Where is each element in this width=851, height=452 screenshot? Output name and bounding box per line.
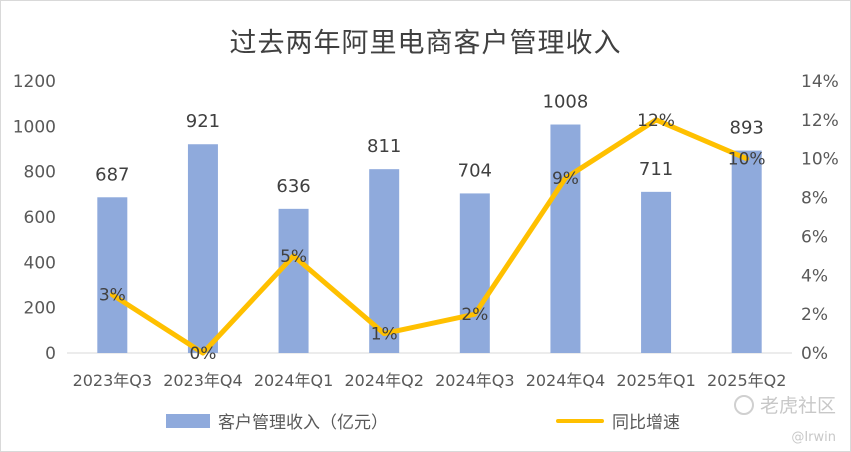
legend-item-line: 同比增速 (556, 408, 680, 433)
x-tick-label: 2023年Q4 (163, 371, 243, 390)
bar (550, 124, 581, 354)
y-left-tick-label: 1200 (13, 72, 56, 92)
legend-label-bars: 客户管理收入（亿元） (218, 413, 388, 433)
y-left-tick-label: 200 (24, 299, 56, 319)
watermark: 老虎社区 @Irwin (733, 391, 836, 445)
y-left-tick-label: 600 (24, 208, 56, 228)
y-right-tick-label: 14% (801, 72, 839, 92)
legend-label-line: 同比增速 (612, 413, 680, 433)
y-right-tick-label: 10% (801, 150, 839, 170)
series-line (109, 117, 750, 356)
x-tick-label: 2023年Q3 (73, 371, 153, 390)
bar (459, 193, 490, 353)
bar-value-label: 1008 (543, 92, 589, 113)
y-right-tick-label: 0% (801, 344, 828, 364)
x-tick-label: 2024年Q1 (254, 371, 334, 390)
y-right-tick-label: 8% (801, 189, 828, 209)
x-tick-label: 2024年Q3 (435, 371, 515, 390)
line-value-label: 10% (728, 150, 766, 170)
chart-legend: 客户管理收入（亿元） 同比增速 (1, 408, 850, 433)
line-value-label: 2% (461, 305, 488, 325)
bar-value-label: 893 (730, 118, 764, 139)
line-value-label: 0% (189, 344, 216, 364)
line-value-label: 12% (637, 111, 675, 131)
bar-value-label: 687 (95, 164, 129, 185)
y-left-tick-label: 400 (24, 253, 56, 273)
y-left-tick-label: 1000 (13, 117, 56, 137)
chart-title: 过去两年阿里电商客户管理收入 (229, 28, 622, 59)
x-tick-label: 2024年Q4 (526, 371, 606, 390)
bar (641, 191, 672, 353)
line-value-label: 3% (99, 286, 126, 306)
tiger-logo-icon (733, 394, 754, 415)
bar-value-label: 921 (186, 111, 220, 132)
x-tick-label: 2024年Q2 (344, 371, 424, 390)
watermark-brand: 老虎社区 (733, 391, 836, 418)
bar (731, 150, 762, 353)
bar (97, 197, 128, 353)
y-right-tick-label: 12% (801, 111, 839, 131)
y-right-tick-label: 6% (801, 227, 828, 247)
watermark-brand-text: 老虎社区 (759, 395, 836, 417)
bar (187, 144, 218, 353)
x-tick-label: 2025年Q1 (616, 371, 696, 390)
legend-item-bars: 客户管理收入（亿元） (166, 408, 388, 433)
y-left-tick-label: 0 (45, 344, 56, 364)
y-right-tick-label: 4% (801, 266, 828, 286)
line-value-label: 5% (280, 247, 307, 267)
y-right-tick-label: 2% (801, 305, 828, 325)
line-value-label: 9% (552, 169, 579, 189)
line-value-label: 1% (371, 325, 398, 345)
bar-value-label: 636 (276, 176, 310, 197)
legend-swatch-line (556, 418, 604, 423)
bar-value-label: 704 (458, 160, 492, 181)
bar-value-label: 711 (639, 159, 673, 180)
y-left-tick-label: 800 (24, 163, 56, 183)
bar (278, 208, 309, 353)
legend-swatch-bar (166, 413, 210, 428)
watermark-user: @Irwin (791, 430, 836, 445)
bar-value-label: 811 (367, 136, 401, 157)
x-tick-label: 2025年Q2 (707, 371, 787, 390)
